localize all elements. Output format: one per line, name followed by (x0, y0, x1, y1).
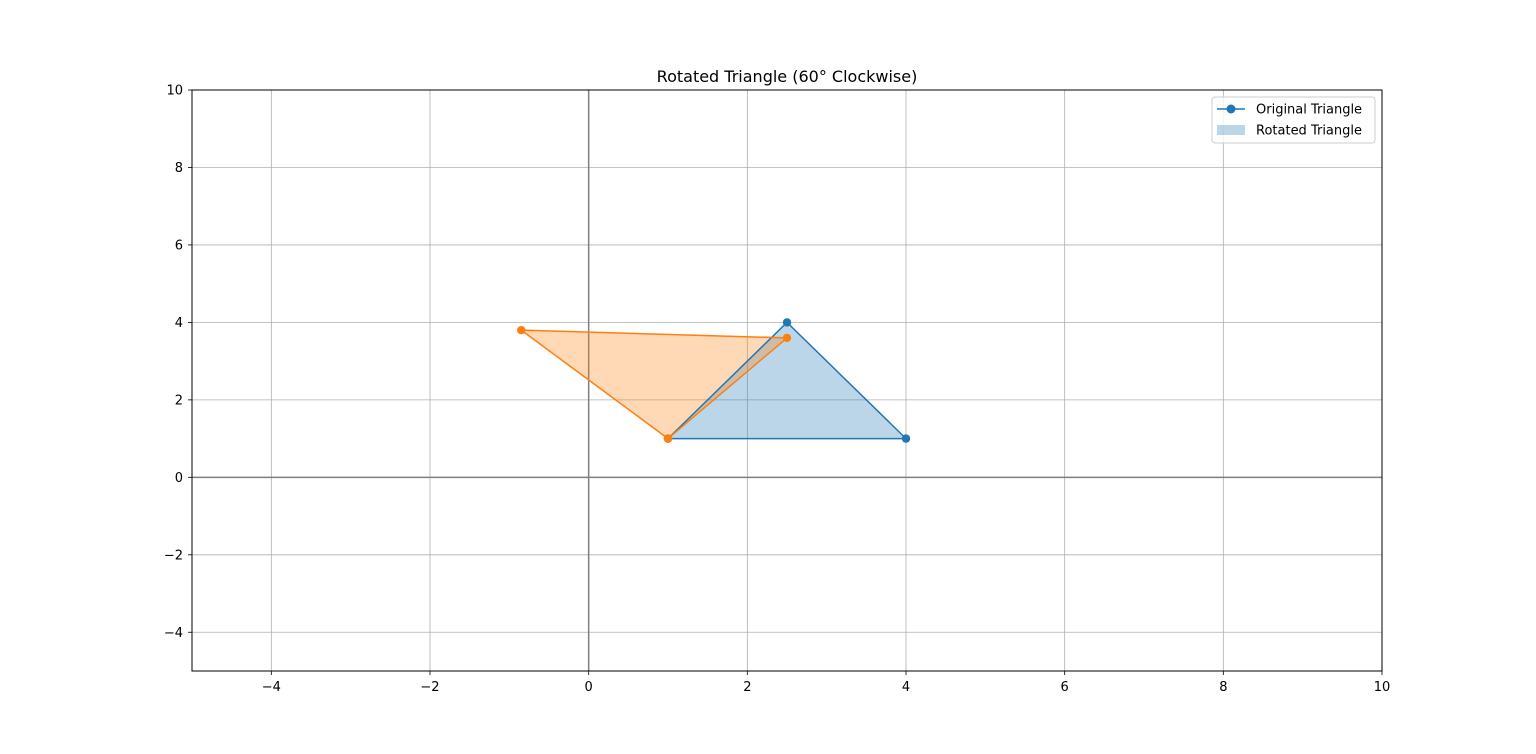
series-line-1 (520, 329, 788, 440)
y-tick-label: 0 (175, 471, 183, 486)
x-tick-label: 6 (1061, 680, 1069, 695)
legend-rotated-label: Rotated Triangle (1256, 124, 1362, 139)
fill-layer (521, 322, 906, 439)
plot-frame (191, 89, 1383, 672)
x-tick-label: 10 (1374, 680, 1391, 695)
series-line-0 (667, 321, 907, 440)
series-0-point (901, 434, 911, 443)
y-tick-label: 2 (175, 393, 183, 408)
y-tick-label: 4 (175, 316, 183, 331)
tick-layer: −4 −2 0 2 4 6 8 10 −4 −2 0 2 4 6 8 10 (164, 84, 1390, 696)
series-1-point (663, 434, 673, 443)
y-tick-label: 6 (175, 238, 183, 253)
series-fill-0 (668, 322, 906, 439)
marker-layer (517, 318, 911, 443)
series-fill-1 (521, 330, 787, 439)
series-1-point (782, 333, 792, 343)
x-tick-label: 2 (743, 680, 751, 695)
line-layer (520, 321, 907, 440)
x-tick-label: 8 (1219, 680, 1227, 695)
legend-box (1211, 96, 1376, 144)
series-1-point (517, 325, 526, 335)
series-0-point (782, 318, 792, 327)
legend: Original Triangle Rotated Triangle (1211, 96, 1376, 144)
x-tick-label: −2 (420, 680, 439, 695)
y-tick-label: 10 (166, 84, 183, 99)
legend-original-marker (1226, 104, 1236, 114)
y-tick-label: −2 (164, 548, 183, 563)
legend-rotated-patch (1217, 125, 1245, 135)
chart-title: Rotated Triangle (60° Clockwise) (657, 67, 918, 86)
x-tick-label: 4 (902, 680, 910, 695)
legend-original-label: Original Triangle (1256, 103, 1362, 118)
y-tick-label: −4 (164, 626, 183, 641)
x-tick-label: −4 (262, 680, 281, 695)
y-tick-label: 8 (175, 161, 183, 176)
x-tick-label: 0 (585, 680, 593, 695)
